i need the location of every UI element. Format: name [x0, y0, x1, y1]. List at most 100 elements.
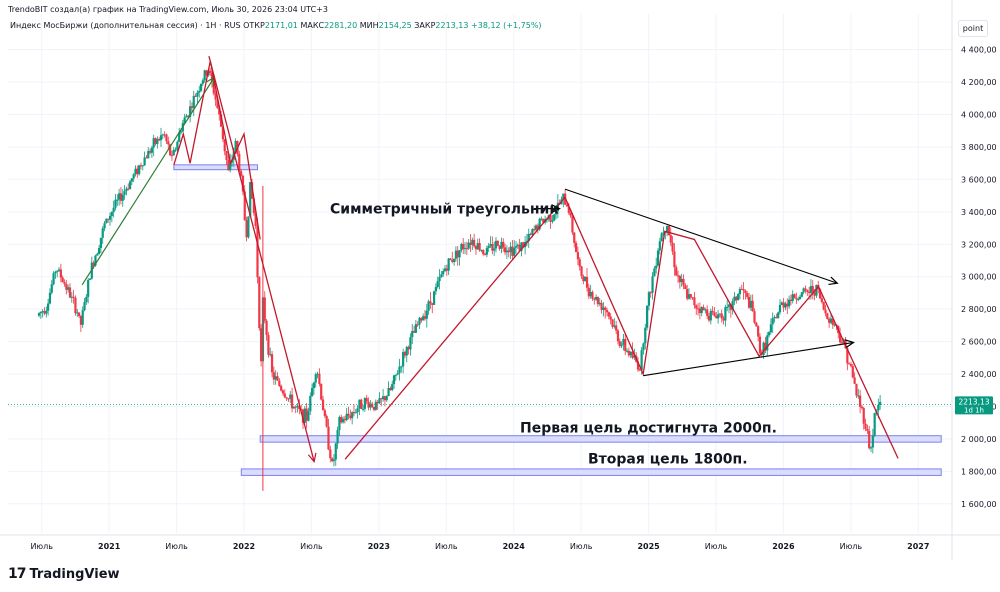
candle-body: [806, 290, 809, 292]
candle-body: [516, 244, 519, 247]
change-value: +38,12 (+1,75%): [471, 21, 542, 30]
candle-body: [487, 245, 490, 249]
candle-body: [369, 403, 372, 408]
candle-body: [63, 282, 66, 285]
candle-body: [693, 297, 696, 306]
candle-body: [605, 310, 609, 313]
candle-body: [307, 411, 310, 421]
candle-body: [314, 374, 317, 383]
candle-body: [815, 284, 818, 296]
symbol-legend: Индекс МосБиржи (дополнительная сессия) …: [10, 21, 542, 30]
candle-body: [755, 322, 758, 327]
candle-body: [846, 348, 849, 364]
candle-body: [361, 408, 365, 410]
candle-body: [132, 174, 135, 179]
candle-body: [76, 312, 79, 314]
candle-body: [465, 248, 468, 250]
candle-body: [429, 301, 432, 304]
candle-body: [831, 318, 834, 325]
candle-body: [341, 418, 345, 423]
candle-body: [434, 287, 438, 292]
candle-body: [753, 311, 756, 323]
candle-body: [802, 288, 805, 293]
x-tick-label: 2025: [637, 542, 660, 551]
candle-body: [640, 350, 643, 371]
y-tick-label: 3 000,00: [961, 273, 997, 282]
x-tick-label: 2027: [907, 542, 929, 551]
candle-body: [864, 423, 867, 430]
x-tick-label: 2021: [98, 542, 121, 551]
candle-body: [320, 383, 323, 400]
candle-body: [39, 311, 42, 314]
candle-body: [473, 239, 476, 247]
y-tick-label: 2 800,00: [961, 305, 997, 314]
candle-body: [598, 302, 601, 305]
candle-body: [826, 313, 829, 319]
low-label: МИН: [359, 21, 379, 30]
candle-body: [65, 284, 68, 290]
candle-body: [312, 382, 316, 389]
candle-body: [418, 317, 421, 325]
candle-body: [735, 296, 738, 301]
candle-body: [360, 399, 363, 409]
candle-body: [241, 175, 245, 192]
price-scale-unit-button[interactable]: point: [958, 20, 988, 37]
candle-body: [96, 253, 99, 256]
candle-body: [252, 198, 255, 214]
candle-body: [595, 296, 598, 300]
candle-body: [245, 220, 248, 238]
candle-body: [584, 276, 587, 282]
support-zone-3680: [173, 164, 258, 171]
candle-body: [238, 153, 241, 172]
candle-body: [431, 303, 434, 305]
footer-branding[interactable]: 𝟭𝟳 TradingView: [8, 566, 120, 582]
y-tick-label: 2 600,00: [961, 338, 997, 347]
candle-body: [518, 244, 521, 251]
candle-body: [675, 267, 678, 276]
candle-body: [698, 308, 701, 314]
candle-body: [325, 415, 328, 427]
candle-body: [775, 317, 778, 319]
candle-body: [318, 373, 321, 384]
triangle-lower-arrowhead: [844, 339, 855, 349]
x-tick-label: Июль: [570, 542, 593, 551]
candle-body: [480, 250, 483, 252]
candle-body: [658, 241, 661, 251]
candle-body: [227, 160, 230, 171]
candle-body: [764, 342, 767, 351]
candle-body: [580, 266, 583, 277]
candle-body: [249, 182, 252, 217]
candle-body: [620, 344, 623, 347]
y-tick-label: 4 200,00: [961, 78, 997, 87]
y-tick-label: 3 600,00: [961, 175, 997, 184]
candle-body: [59, 269, 62, 278]
candle-body: [782, 302, 785, 308]
candle-body: [229, 162, 232, 171]
triangle-upper-line: [564, 188, 838, 284]
candle-body: [420, 317, 423, 321]
candle-body: [139, 165, 143, 167]
candle-body: [833, 324, 836, 326]
target-zone-1800: [240, 468, 942, 476]
candle-body: [105, 218, 108, 224]
candle-body: [493, 248, 496, 251]
candle-body: [298, 405, 301, 410]
candle-body: [718, 313, 722, 315]
candle-body: [152, 138, 155, 148]
candle-body: [327, 426, 330, 450]
candle-body: [272, 372, 275, 380]
triangle-upper-arrowhead: [828, 276, 839, 286]
candle-body: [270, 354, 274, 373]
candle-body: [505, 250, 509, 253]
candle-body: [722, 318, 725, 321]
candle-body: [316, 373, 319, 375]
candle-body: [145, 157, 148, 159]
candle-body: [114, 199, 117, 208]
x-tick-label: 2023: [368, 542, 390, 551]
candle-body: [467, 242, 470, 249]
candle-body: [671, 242, 674, 252]
candle-body: [79, 315, 82, 325]
candle-body: [453, 258, 456, 262]
candle-body: [67, 287, 70, 290]
